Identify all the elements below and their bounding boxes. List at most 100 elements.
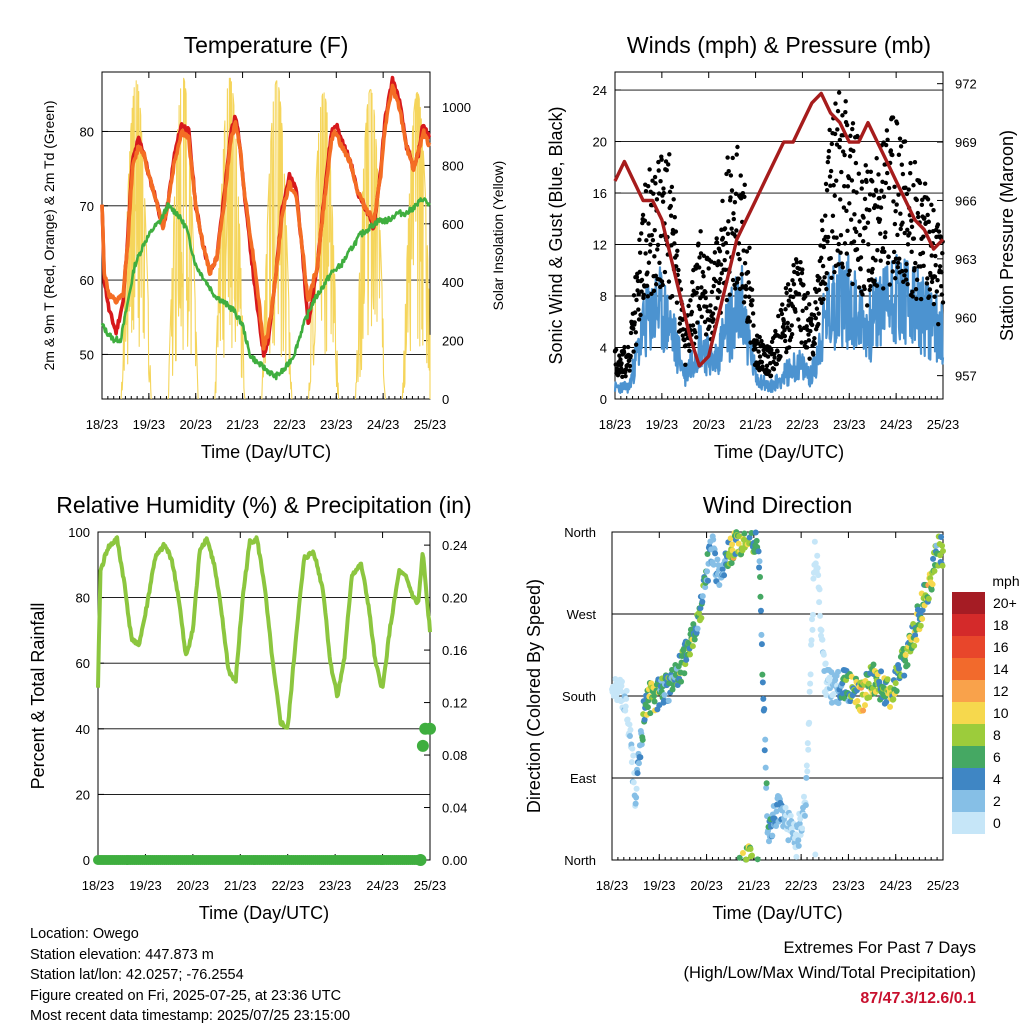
colorbar-label: 0 (993, 815, 1001, 831)
winds-gust-point (893, 276, 898, 281)
temperature-right-ylabel: Solar Insolation (Yellow) (490, 161, 506, 311)
winds-gust-point (859, 186, 864, 191)
winds-pressure-line (613, 91, 945, 368)
winds-gust-point (632, 310, 638, 315)
winds-gust-point (886, 185, 892, 191)
winds-gust-point (886, 254, 891, 260)
winds-gust-point (863, 225, 868, 230)
winds-gust-point (903, 268, 909, 273)
winds-gust-point (894, 121, 900, 126)
wind-direction-point (714, 556, 721, 563)
colorbar-label: 18 (993, 617, 1009, 633)
winds-gust-point (814, 306, 820, 311)
winds-gust-point (618, 357, 623, 362)
winds-gust-point (830, 229, 835, 234)
winds-gust-point (821, 244, 827, 250)
winds-gust-point (659, 157, 664, 162)
winds-gust-point (897, 136, 903, 141)
winds-gust-point (781, 321, 787, 327)
winds-gust-point (751, 323, 756, 328)
winds-gust-point (701, 253, 707, 259)
winds-gust-point (742, 194, 747, 199)
wind-direction-point (769, 832, 776, 839)
winds-gust-point (726, 169, 731, 174)
winds-gust-point (900, 171, 906, 177)
winds-gust-point (846, 272, 851, 277)
winds-gust-point (643, 188, 649, 194)
wind-direction-y-tick-label: West (567, 607, 597, 622)
winds-gust-point (750, 311, 756, 316)
colorbar-label: 14 (993, 661, 1009, 677)
wind-direction-point (633, 785, 640, 792)
wind-direction-point (759, 671, 766, 678)
winds-gust-point (668, 203, 673, 209)
winds-gust-point (878, 258, 883, 263)
wind-direction-point (896, 665, 903, 672)
winds-gust-point (854, 190, 859, 195)
winds-gust-point (706, 266, 711, 271)
wind-direction-point (815, 572, 822, 579)
wind-direction-point (854, 698, 861, 705)
winds-gust-point (741, 300, 747, 305)
wind-direction-point (761, 705, 768, 712)
winds-gust-point (826, 234, 831, 240)
winds-gust-point (809, 316, 814, 322)
humidity-x-tick-label: 20/23 (177, 878, 210, 893)
wind-direction-point (721, 572, 728, 579)
wind-direction-point (823, 691, 830, 698)
winds-gust-point (683, 362, 688, 367)
humidity-y-tick-label: 0 (83, 853, 90, 868)
winds-gust-point (798, 327, 804, 333)
winds-gust-point (747, 245, 752, 251)
winds-gust-point (744, 249, 750, 254)
winds-gust-point (709, 289, 715, 295)
winds-gust-point (856, 171, 862, 176)
winds-gust-point (857, 219, 862, 224)
winds-gust-point (725, 250, 730, 255)
recent-timestamp-text: Most recent data timestamp: 2025/07/25 2… (30, 1008, 351, 1024)
winds-gust-point (905, 242, 911, 247)
temperature-y2-tick-label: 1000 (442, 100, 471, 115)
winds-gust-point (637, 237, 642, 243)
winds-gust-point (914, 197, 919, 203)
wind-direction-point (793, 853, 800, 860)
winds-gust-point (742, 182, 747, 188)
winds-gust-point (639, 277, 645, 283)
winds-gust-point (925, 212, 930, 218)
winds-gust-point (727, 292, 732, 297)
winds-gust-point (640, 212, 646, 218)
wind-direction-point (810, 575, 817, 582)
wind-direction-point (627, 726, 634, 733)
temperature-xlabel: Time (Day/UTC) (201, 442, 331, 462)
winds-gust-point (713, 278, 719, 284)
winds-gust-point (890, 152, 895, 158)
winds-gust-point (803, 294, 808, 299)
winds-gust-point (836, 90, 842, 95)
winds-gust-point (677, 321, 683, 326)
winds-gust-point (804, 324, 809, 329)
winds-gust-point (649, 291, 654, 296)
winds-gust-point (911, 183, 916, 188)
winds-gust-point (699, 314, 704, 320)
winds-gust-point (842, 152, 847, 158)
wind-direction-point (800, 793, 807, 800)
wind-direction-point (756, 558, 763, 565)
wind-direction-point (752, 529, 759, 536)
winds-gust-point (733, 286, 738, 291)
winds-gust-point (728, 195, 733, 200)
winds-gust-point (851, 148, 856, 154)
winds-gust-point (722, 257, 727, 263)
winds-gust-point (773, 328, 778, 334)
wind-direction-point (630, 779, 637, 786)
colorbar-label: 12 (993, 683, 1009, 699)
winds-gust-point (897, 256, 902, 261)
winds-gust-point (644, 283, 650, 289)
humidity-y2-tick-label: 0.04 (442, 801, 467, 816)
winds-gust-point (698, 229, 703, 234)
winds-x-tick-label: 23/23 (833, 417, 866, 432)
winds-gust-point (856, 285, 862, 290)
winds-gust-point (657, 260, 662, 265)
winds-gust-point (686, 342, 692, 347)
humidity-precip-points (93, 722, 436, 866)
winds-gust-point (828, 183, 833, 188)
